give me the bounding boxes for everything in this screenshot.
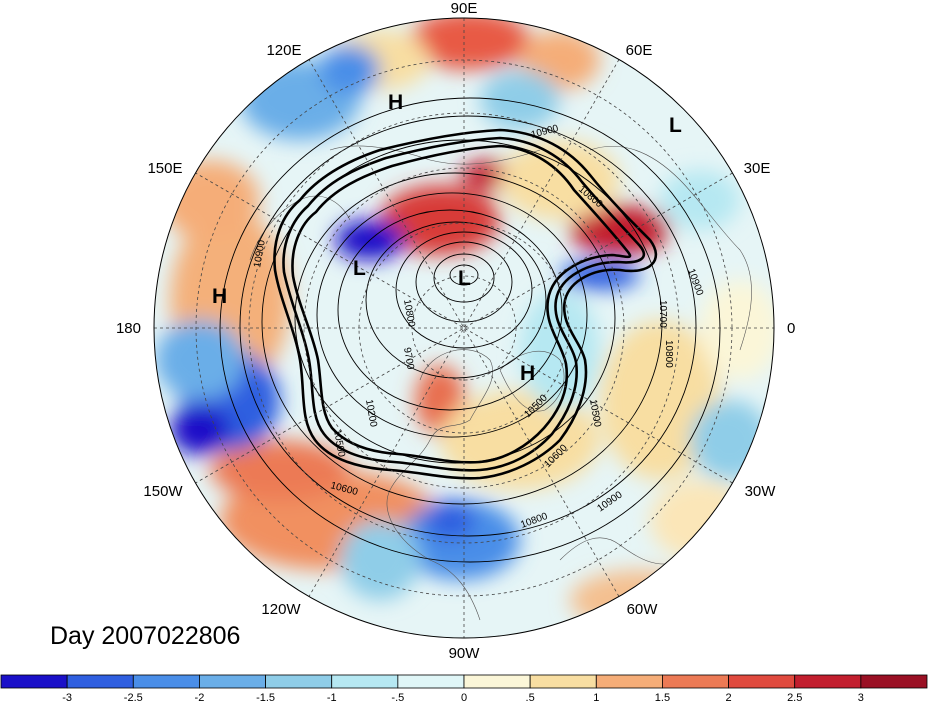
colorbar-swatch [265,674,333,689]
pressure-center-label: L [669,114,682,137]
pressure-center-label: H [520,362,535,385]
lon-label-120w: 120W [261,601,301,618]
colorbar-tick-label: -2.5 [124,692,143,702]
colorbar-swatch [397,674,465,689]
contour-label: 10800 [663,340,674,368]
lon-label-30e: 30E [744,160,771,177]
contour-label: 10500 [331,429,347,459]
lon-label-90e: 90E [451,0,478,17]
longitude-labels: 90E 60E 30E 0 30W 60W 90W 120W 150W 180 … [116,0,795,662]
lon-label-180: 180 [116,320,141,337]
colorbar-tick-label: -1.5 [256,692,275,702]
contour-label: 10700 [657,300,668,328]
colorbar-tick-label: -.5 [391,692,404,702]
contour-label: 10800 [401,299,417,329]
contour-label: 10200 [363,399,379,429]
lon-label-150e: 150E [147,160,182,177]
colorbar-tick-label: 3 [858,692,864,702]
contour-label: 9700 [401,347,416,371]
lon-label-120e: 120E [266,42,301,59]
pressure-center-label: L [458,267,471,290]
pressure-centers: H L L L H H [212,91,682,385]
colorbar-tick-label: 1 [593,692,599,702]
colorbar-swatch [662,674,729,689]
colorbar-swatch [463,674,531,689]
colorbar-swatch [794,674,862,689]
lon-label-0: 0 [787,320,795,337]
height-contours [219,97,721,563]
lon-label-90w: 90W [449,645,481,662]
lon-label-150w: 150W [143,483,183,500]
jet-stream-contours [273,128,658,480]
lon-label-60e: 60E [626,42,653,59]
coastlines [249,145,752,621]
colorbar-tick-label: 0 [461,692,467,702]
colorbar-swatch [595,674,663,689]
colorbar-swatch [529,674,597,689]
pressure-center-label: L [353,257,366,280]
contour-label: 10900 [252,239,268,269]
colorbar-swatch [728,674,796,689]
colorbar-tick-label: -1 [327,692,337,702]
colorbar-swatch [331,674,399,689]
pressure-center-label: H [212,285,227,308]
colorbar-tick-label: 2.5 [787,692,802,702]
lon-label-60w: 60W [627,601,659,618]
colorbar-swatch [66,674,134,689]
lon-label-30w: 30W [745,483,777,500]
graticule [154,18,774,638]
colorbar-swatch [132,674,200,689]
colorbar-swatch [860,674,928,689]
colorbar-swatch [0,674,68,689]
colorbar-tick-label: -2 [195,692,205,702]
colorbar-tick-label: 1.5 [655,692,670,702]
colorbar: -3 -2.5 -2 -1.5 -1 -.5 0 .5 1 1.5 2 2.5 3 [0,674,928,702]
pressure-center-label: H [388,91,403,114]
colorbar-tick-label: -3 [62,692,72,702]
colorbar-tick-label: .5 [526,692,535,702]
contour-label: 10500 [587,399,603,429]
colorbar-tick-label: 2 [726,692,732,702]
date-label: Day 2007022806 [50,622,240,650]
colorbar-swatch [199,674,266,689]
map-boundary [153,17,775,639]
